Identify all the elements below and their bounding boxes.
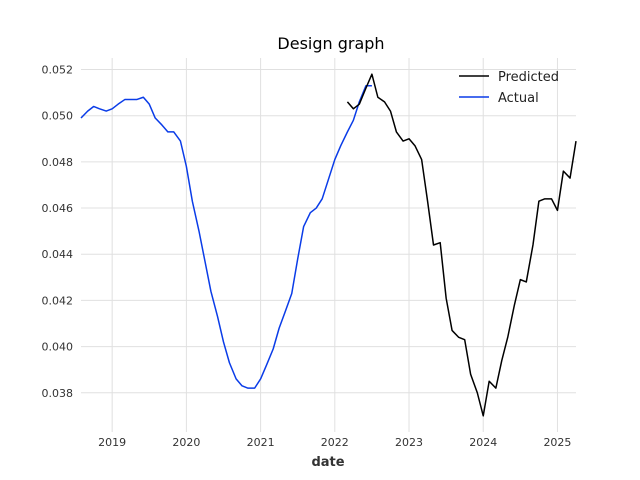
series-line-actual: [80, 84, 372, 389]
x-tick-label: 2023: [395, 436, 423, 449]
chart-title: Design graph: [277, 34, 384, 53]
y-tick-label: 0.052: [42, 64, 74, 77]
legend-label-predicted: Predicted: [498, 70, 559, 85]
x-tick-label: 2019: [98, 436, 126, 449]
y-tick-label: 0.042: [42, 294, 74, 307]
legend-label-actual: Actual: [498, 91, 539, 106]
y-tick-label: 0.046: [42, 202, 74, 215]
y-tick-label: 0.044: [42, 248, 74, 261]
y-tick-label: 0.038: [42, 387, 74, 400]
series-line-predicted: [346, 73, 577, 417]
legend: Predicted Actual: [459, 70, 559, 106]
grid: [81, 58, 576, 432]
x-tick-label: 2022: [321, 436, 349, 449]
x-axis-ticks: 2019 2020 2021 2022 2023 2024 2025: [98, 436, 571, 449]
y-tick-label: 0.040: [42, 341, 74, 354]
y-axis-ticks: 0.038 0.040 0.042 0.044 0.046 0.048 0.050 0.052: [42, 64, 74, 400]
x-axis-title: date: [311, 455, 344, 470]
y-tick-label: 0.050: [42, 110, 74, 123]
series-lines: [80, 73, 577, 417]
y-tick-label: 0.048: [42, 156, 74, 169]
x-tick-label: 2020: [172, 436, 200, 449]
x-tick-label: 2025: [543, 436, 571, 449]
x-tick-label: 2024: [469, 436, 497, 449]
x-tick-label: 2021: [247, 436, 275, 449]
